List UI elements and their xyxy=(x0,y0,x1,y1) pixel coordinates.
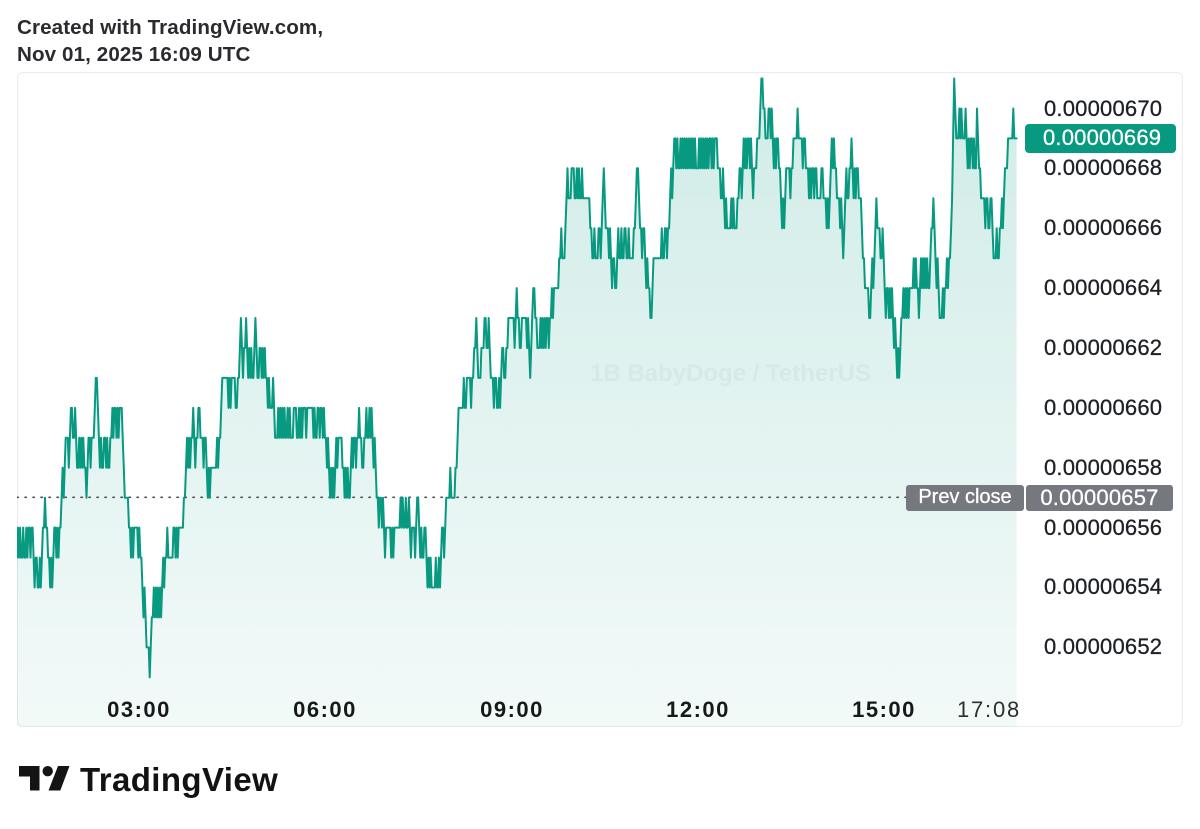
svg-text:1B BabyDoge / TetherUS: 1B BabyDoge / TetherUS xyxy=(590,360,871,387)
